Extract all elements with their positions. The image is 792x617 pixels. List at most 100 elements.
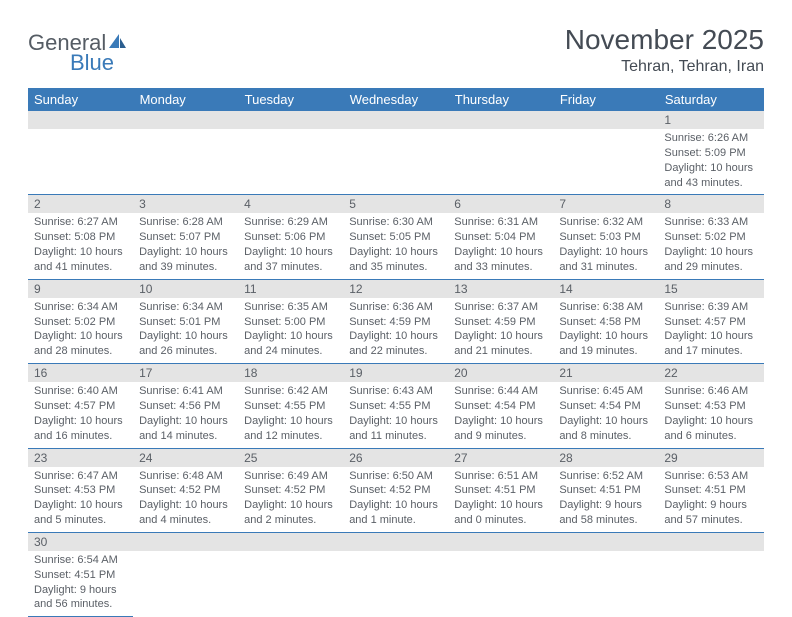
daylight-text: Daylight: 10 hours and 2 minutes. xyxy=(244,498,337,528)
week-detail-row: Sunrise: 6:26 AMSunset: 5:09 PMDaylight:… xyxy=(28,129,764,195)
sunset-text: Sunset: 4:51 PM xyxy=(559,483,652,498)
day-detail-cell: Sunrise: 6:49 AMSunset: 4:52 PMDaylight:… xyxy=(238,467,343,533)
day-number-cell: 29 xyxy=(658,448,763,467)
sunset-text: Sunset: 5:07 PM xyxy=(139,230,232,245)
daylight-text: Daylight: 10 hours and 4 minutes. xyxy=(139,498,232,528)
week-daynum-row: 1 xyxy=(28,111,764,129)
day-detail-cell: Sunrise: 6:51 AMSunset: 4:51 PMDaylight:… xyxy=(448,467,553,533)
sunrise-text: Sunrise: 6:29 AM xyxy=(244,215,337,230)
sunrise-text: Sunrise: 6:53 AM xyxy=(664,469,757,484)
sunrise-text: Sunrise: 6:27 AM xyxy=(34,215,127,230)
month-title: November 2025 xyxy=(565,24,764,56)
sunrise-text: Sunrise: 6:30 AM xyxy=(349,215,442,230)
day-detail-cell: Sunrise: 6:30 AMSunset: 5:05 PMDaylight:… xyxy=(343,213,448,279)
week-detail-row: Sunrise: 6:47 AMSunset: 4:53 PMDaylight:… xyxy=(28,467,764,533)
sunset-text: Sunset: 4:55 PM xyxy=(244,399,337,414)
calendar-page: General November 2025 Tehran, Tehran, Ir… xyxy=(0,0,792,617)
day-number-cell xyxy=(133,532,238,551)
daylight-text: Daylight: 10 hours and 9 minutes. xyxy=(454,414,547,444)
sunset-text: Sunset: 4:51 PM xyxy=(34,568,127,583)
day-detail-cell: Sunrise: 6:32 AMSunset: 5:03 PMDaylight:… xyxy=(553,213,658,279)
daylight-text: Daylight: 10 hours and 33 minutes. xyxy=(454,245,547,275)
day-detail-cell: Sunrise: 6:38 AMSunset: 4:58 PMDaylight:… xyxy=(553,298,658,364)
sunset-text: Sunset: 4:56 PM xyxy=(139,399,232,414)
sunset-text: Sunset: 5:03 PM xyxy=(559,230,652,245)
day-number-cell: 15 xyxy=(658,279,763,298)
sunset-text: Sunset: 4:59 PM xyxy=(349,315,442,330)
day-detail-cell xyxy=(238,551,343,617)
sunset-text: Sunset: 4:52 PM xyxy=(139,483,232,498)
sunrise-text: Sunrise: 6:31 AM xyxy=(454,215,547,230)
sunrise-text: Sunrise: 6:33 AM xyxy=(664,215,757,230)
day-detail-cell xyxy=(448,129,553,195)
day-number-cell: 10 xyxy=(133,279,238,298)
dow-saturday: Saturday xyxy=(658,88,763,111)
day-number-cell: 14 xyxy=(553,279,658,298)
day-number-cell: 5 xyxy=(343,195,448,214)
day-number-cell: 18 xyxy=(238,364,343,383)
dow-monday: Monday xyxy=(133,88,238,111)
day-number-cell xyxy=(343,111,448,129)
daylight-text: Daylight: 10 hours and 21 minutes. xyxy=(454,329,547,359)
day-detail-cell xyxy=(658,551,763,617)
sunset-text: Sunset: 4:54 PM xyxy=(559,399,652,414)
sunrise-text: Sunrise: 6:45 AM xyxy=(559,384,652,399)
day-number-cell: 22 xyxy=(658,364,763,383)
day-detail-cell: Sunrise: 6:34 AMSunset: 5:01 PMDaylight:… xyxy=(133,298,238,364)
day-number-cell: 16 xyxy=(28,364,133,383)
day-detail-cell: Sunrise: 6:50 AMSunset: 4:52 PMDaylight:… xyxy=(343,467,448,533)
sunrise-text: Sunrise: 6:34 AM xyxy=(139,300,232,315)
day-detail-cell: Sunrise: 6:53 AMSunset: 4:51 PMDaylight:… xyxy=(658,467,763,533)
calendar-table: Sunday Monday Tuesday Wednesday Thursday… xyxy=(28,88,764,617)
sunrise-text: Sunrise: 6:38 AM xyxy=(559,300,652,315)
sunrise-text: Sunrise: 6:52 AM xyxy=(559,469,652,484)
sunrise-text: Sunrise: 6:36 AM xyxy=(349,300,442,315)
logo-sail-icon xyxy=(108,33,128,51)
sunrise-text: Sunrise: 6:37 AM xyxy=(454,300,547,315)
day-detail-cell: Sunrise: 6:33 AMSunset: 5:02 PMDaylight:… xyxy=(658,213,763,279)
day-number-cell xyxy=(448,532,553,551)
sunrise-text: Sunrise: 6:54 AM xyxy=(34,553,127,568)
sunset-text: Sunset: 5:04 PM xyxy=(454,230,547,245)
sunrise-text: Sunrise: 6:34 AM xyxy=(34,300,127,315)
day-detail-cell: Sunrise: 6:45 AMSunset: 4:54 PMDaylight:… xyxy=(553,382,658,448)
day-detail-cell: Sunrise: 6:42 AMSunset: 4:55 PMDaylight:… xyxy=(238,382,343,448)
sunrise-text: Sunrise: 6:47 AM xyxy=(34,469,127,484)
day-detail-cell: Sunrise: 6:47 AMSunset: 4:53 PMDaylight:… xyxy=(28,467,133,533)
daylight-text: Daylight: 10 hours and 8 minutes. xyxy=(559,414,652,444)
sunrise-text: Sunrise: 6:26 AM xyxy=(664,131,757,146)
daylight-text: Daylight: 10 hours and 6 minutes. xyxy=(664,414,757,444)
day-number-cell: 23 xyxy=(28,448,133,467)
week-detail-row: Sunrise: 6:34 AMSunset: 5:02 PMDaylight:… xyxy=(28,298,764,364)
sunrise-text: Sunrise: 6:35 AM xyxy=(244,300,337,315)
day-number-cell xyxy=(448,111,553,129)
day-number-cell: 13 xyxy=(448,279,553,298)
day-detail-cell: Sunrise: 6:48 AMSunset: 4:52 PMDaylight:… xyxy=(133,467,238,533)
day-detail-cell: Sunrise: 6:35 AMSunset: 5:00 PMDaylight:… xyxy=(238,298,343,364)
day-number-cell: 27 xyxy=(448,448,553,467)
sunset-text: Sunset: 4:53 PM xyxy=(664,399,757,414)
day-number-cell: 3 xyxy=(133,195,238,214)
day-detail-cell: Sunrise: 6:28 AMSunset: 5:07 PMDaylight:… xyxy=(133,213,238,279)
sunrise-text: Sunrise: 6:48 AM xyxy=(139,469,232,484)
page-header: General November 2025 Tehran, Tehran, Ir… xyxy=(28,24,764,76)
sunrise-text: Sunrise: 6:44 AM xyxy=(454,384,547,399)
day-detail-cell: Sunrise: 6:54 AMSunset: 4:51 PMDaylight:… xyxy=(28,551,133,617)
day-detail-cell: Sunrise: 6:41 AMSunset: 4:56 PMDaylight:… xyxy=(133,382,238,448)
day-number-cell xyxy=(343,532,448,551)
dow-wednesday: Wednesday xyxy=(343,88,448,111)
day-number-cell: 1 xyxy=(658,111,763,129)
dow-tuesday: Tuesday xyxy=(238,88,343,111)
day-number-cell xyxy=(658,532,763,551)
sunset-text: Sunset: 4:51 PM xyxy=(454,483,547,498)
day-number-cell: 9 xyxy=(28,279,133,298)
sunrise-text: Sunrise: 6:42 AM xyxy=(244,384,337,399)
day-detail-cell xyxy=(238,129,343,195)
daylight-text: Daylight: 10 hours and 37 minutes. xyxy=(244,245,337,275)
day-number-cell: 24 xyxy=(133,448,238,467)
daylight-text: Daylight: 10 hours and 26 minutes. xyxy=(139,329,232,359)
day-number-cell: 4 xyxy=(238,195,343,214)
day-detail-cell: Sunrise: 6:40 AMSunset: 4:57 PMDaylight:… xyxy=(28,382,133,448)
day-detail-cell: Sunrise: 6:31 AMSunset: 5:04 PMDaylight:… xyxy=(448,213,553,279)
day-detail-cell: Sunrise: 6:27 AMSunset: 5:08 PMDaylight:… xyxy=(28,213,133,279)
